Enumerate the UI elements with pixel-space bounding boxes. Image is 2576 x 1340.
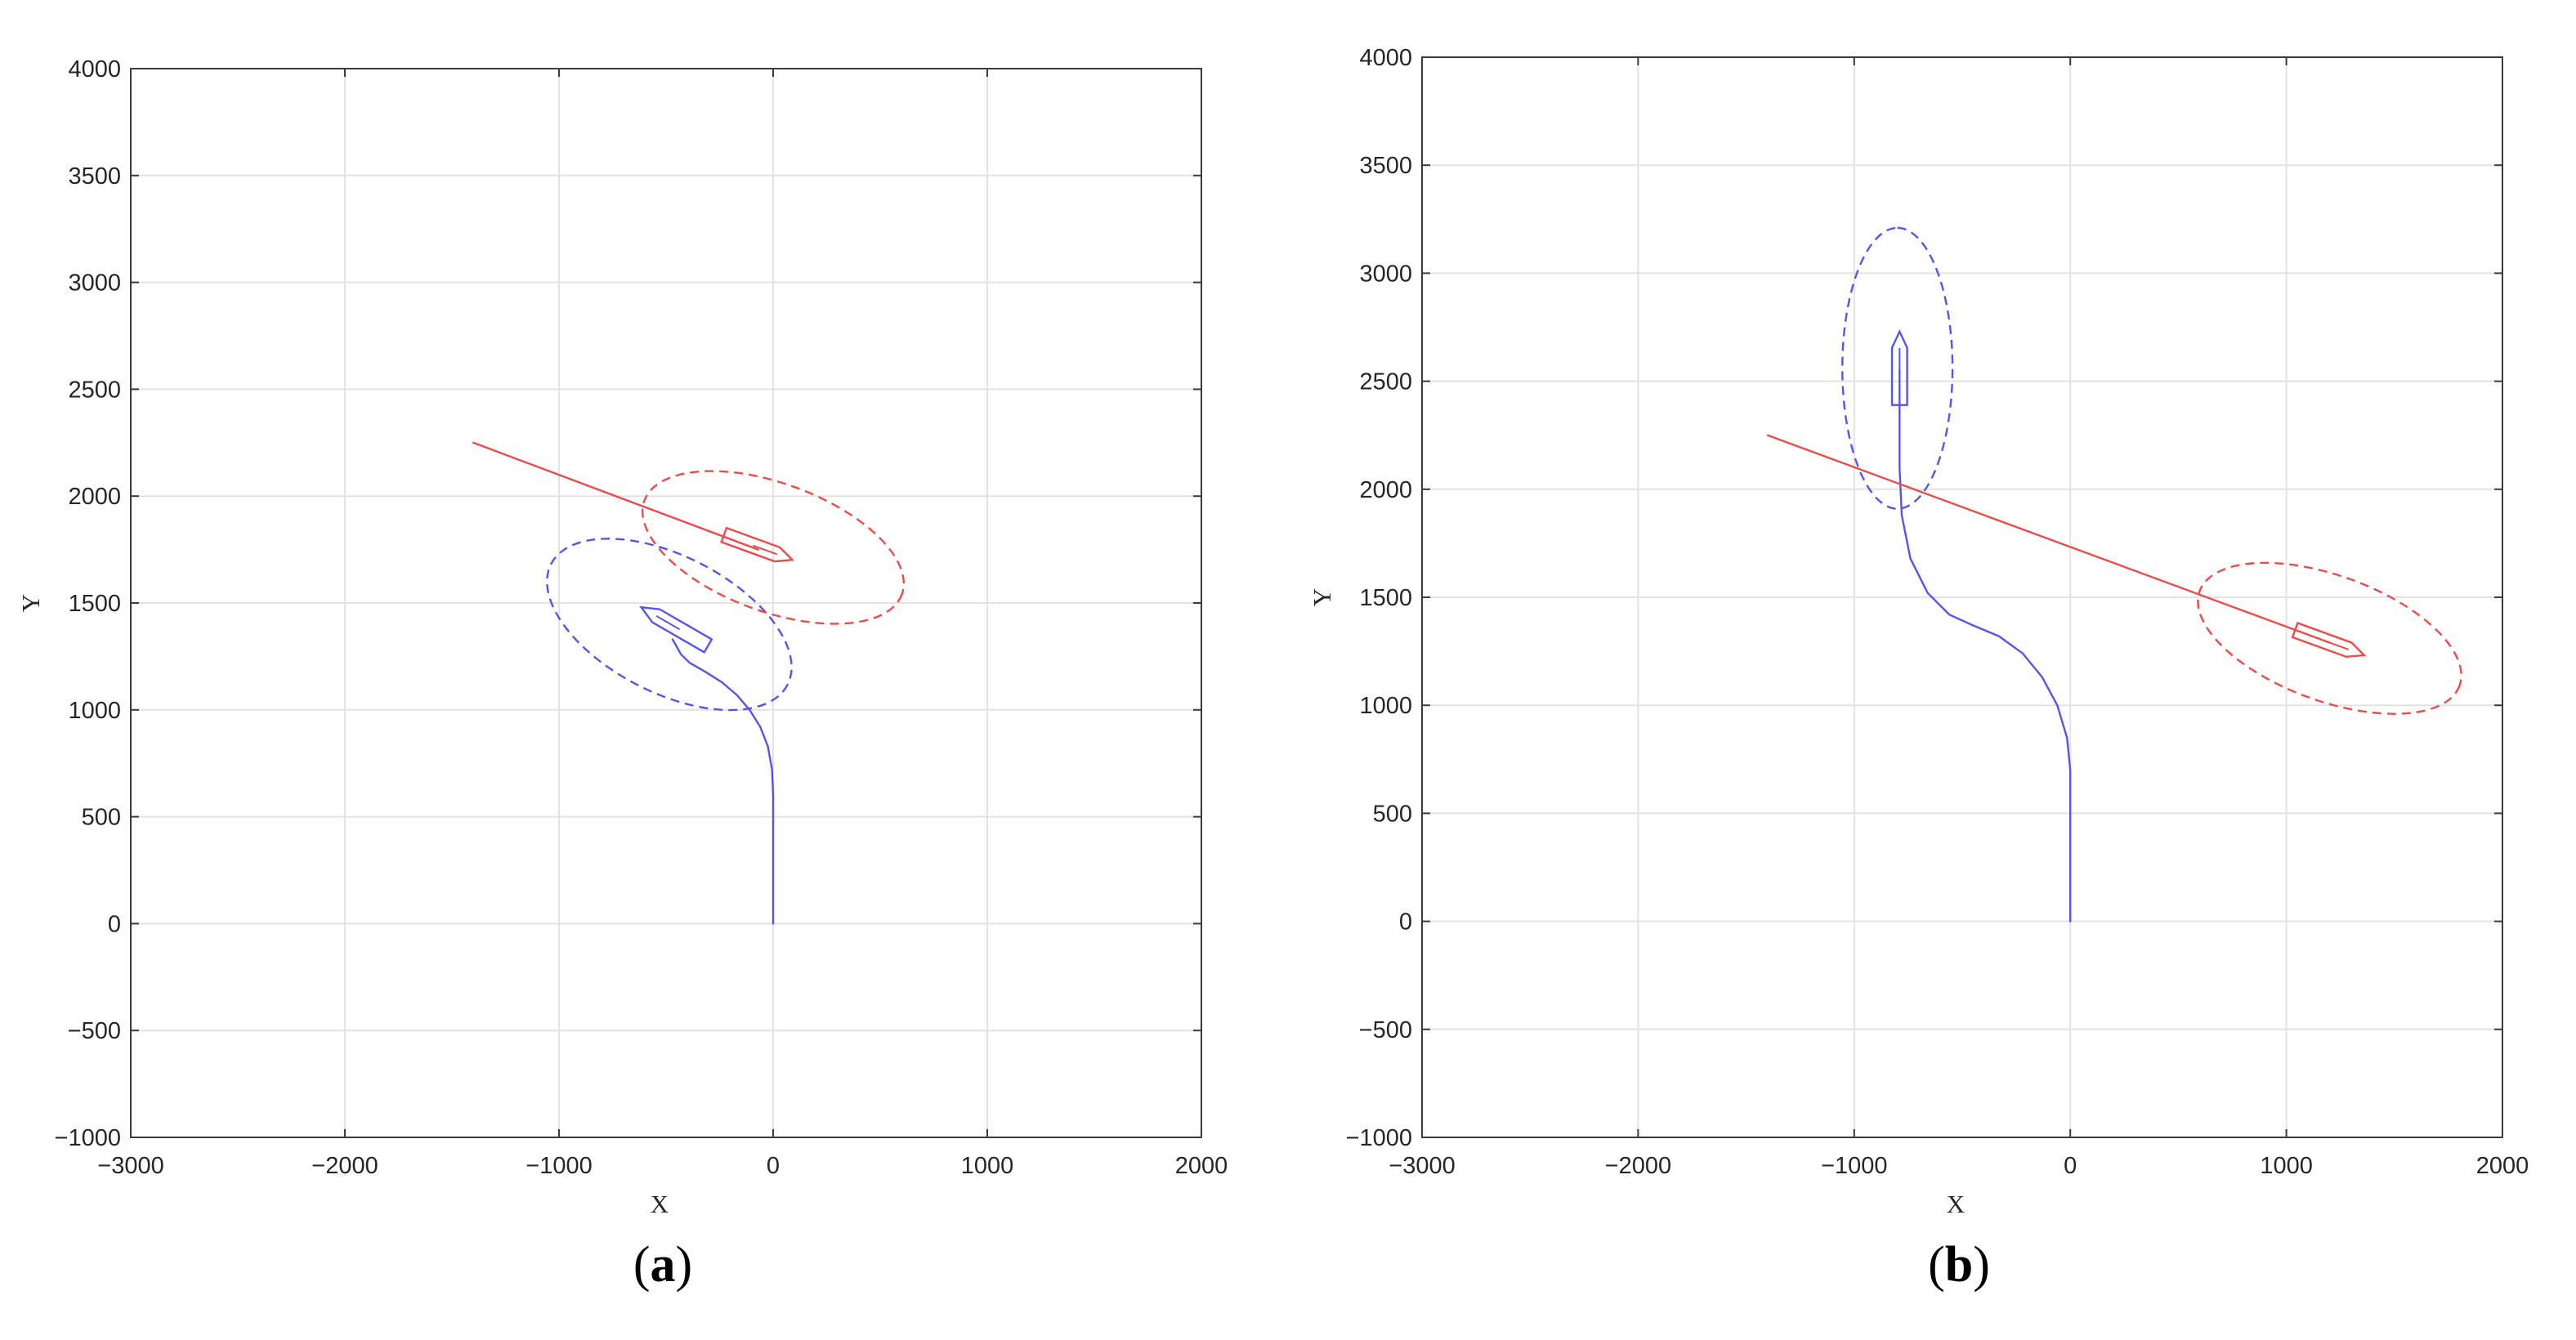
safety-ellipse: [2197, 561, 2462, 715]
target-ship-trajectory: [1766, 434, 2331, 644]
y-axis-label: Y: [16, 594, 45, 612]
y-tick-label: 500: [1373, 801, 1412, 827]
y-tick-label: 0: [108, 911, 121, 937]
y-tick-label: −1000: [1346, 1125, 1412, 1151]
y-tick-label: −500: [68, 1018, 121, 1044]
x-tick-label: −1000: [525, 1153, 592, 1179]
y-tick-label: 3500: [68, 163, 121, 190]
ship-heading-line: [2323, 640, 2350, 650]
own-ship-trajectory: [671, 638, 775, 925]
uncertainty-ellipses: [546, 470, 906, 712]
ship-markers: [1890, 328, 2367, 659]
ship-hull: [720, 526, 795, 563]
panel-label: (a): [633, 1237, 692, 1293]
chart-panel-b: −3000 −2000 −1000 0 1000 2000 −1000 −500 0 500 100…: [1308, 45, 2529, 1293]
safety-ellipse: [1841, 226, 1954, 510]
safety-ellipse: [546, 538, 793, 712]
y-tick-label: 3500: [1359, 153, 1412, 179]
y-tick-label: 1000: [1359, 693, 1412, 719]
chart-panel-a: −3000 −2000 −1000 0 1000 2000 −1000 −500 0 500 100…: [16, 56, 1228, 1293]
x-tick-label: −2000: [311, 1153, 378, 1179]
trajectory-lines: [1766, 369, 2331, 922]
y-tick-label: 0: [1399, 909, 1412, 936]
ship-icon: [1890, 328, 1908, 406]
y-tick-label: 500: [82, 805, 121, 831]
y-tick-label: 3000: [68, 270, 121, 297]
axis-ticks: −3000 −2000 −1000 0 1000 2000 −1000 −500 0 500 100…: [55, 56, 1228, 1179]
x-axis-label: X: [1947, 1190, 1965, 1218]
y-tick-label: −500: [1359, 1017, 1412, 1043]
x-tick-label: 2000: [1175, 1153, 1228, 1179]
y-tick-label: 1500: [1359, 585, 1412, 611]
safety-ellipse: [641, 470, 906, 625]
x-tick-label: −3000: [1389, 1153, 1455, 1179]
ship-icon: [2291, 621, 2367, 659]
y-tick-label: 2500: [68, 377, 121, 403]
x-tick-label: −1000: [1821, 1153, 1887, 1179]
y-tick-label: 2000: [68, 484, 121, 510]
x-tick-label: 2000: [2476, 1153, 2529, 1179]
panel-label-open: (: [1928, 1237, 1945, 1293]
axis-ticks: −3000 −2000 −1000 0 1000 2000 −1000 −500 0 500 100…: [1346, 45, 2529, 1179]
ship-icon: [720, 526, 795, 563]
ship-heading-line: [655, 614, 681, 631]
y-tick-label: 1500: [68, 591, 121, 617]
panel-label-close: ): [676, 1237, 693, 1293]
ship-hull: [639, 605, 713, 654]
uncertainty-ellipses: [1841, 226, 2462, 715]
target-ship-trajectory: [472, 441, 759, 551]
y-tick-label: −1000: [55, 1125, 121, 1151]
own-ship-trajectory: [1898, 369, 2072, 922]
y-tick-label: 4000: [1359, 45, 1412, 71]
x-axis-label: X: [651, 1190, 669, 1218]
ship-heading-line: [753, 544, 778, 556]
x-tick-label: 0: [2064, 1153, 2077, 1179]
ship-icon: [639, 605, 713, 654]
y-tick-label: 2500: [1359, 369, 1412, 395]
ship-hull: [1890, 328, 1908, 406]
y-tick-label: 2000: [1359, 477, 1412, 503]
panel-label: (b): [1928, 1237, 1990, 1293]
panel-label-open: (: [633, 1237, 651, 1293]
x-tick-label: 1000: [2260, 1153, 2313, 1179]
x-tick-label: −3000: [97, 1153, 163, 1179]
ship-hull: [2291, 621, 2367, 659]
panel-label-letter: b: [1945, 1237, 1973, 1293]
trajectory-lines: [472, 441, 775, 925]
x-tick-label: 0: [767, 1153, 780, 1179]
panel-label-letter: a: [651, 1237, 676, 1293]
x-tick-label: −2000: [1605, 1153, 1671, 1179]
y-tick-label: 4000: [68, 56, 121, 83]
y-tick-label: 1000: [68, 698, 121, 724]
y-axis-label: Y: [1308, 588, 1336, 606]
ship-markers: [639, 526, 795, 654]
y-tick-label: 3000: [1359, 261, 1412, 287]
x-tick-label: 1000: [961, 1153, 1014, 1179]
panel-label-close: ): [1973, 1237, 1990, 1293]
